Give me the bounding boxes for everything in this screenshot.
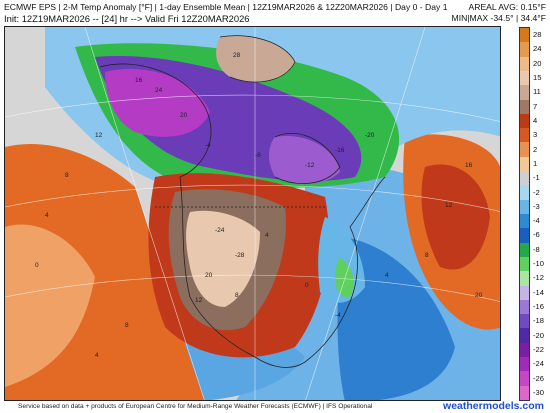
legend-swatch xyxy=(520,199,529,215)
atlantic-dark-blue-region xyxy=(337,237,455,400)
contour-label: 16 xyxy=(465,162,473,169)
legend-tick-label: -20 xyxy=(533,330,544,340)
legend-tick-label: 24 xyxy=(533,44,542,54)
us-hot-core-light xyxy=(186,210,260,307)
legend-swatch xyxy=(520,156,529,172)
contour-label: 20 xyxy=(475,292,483,299)
areal-average: AREAL AVG: 0.15°F xyxy=(468,2,546,12)
pacific-light-orange-region xyxy=(5,224,95,387)
legend-tick-label: -14 xyxy=(533,287,544,297)
min-max-readout: MIN|MAX -34.5° | 34.4°F xyxy=(451,13,546,23)
brand-logo[interactable]: weathermodels.com xyxy=(443,400,544,412)
contour-label: 4 xyxy=(385,272,389,279)
atlantic-warm-core xyxy=(421,164,490,270)
contour-label: -20 xyxy=(365,132,375,139)
legend-swatch xyxy=(520,142,529,158)
legend-tick-label: -2 xyxy=(533,187,540,197)
legend-swatch xyxy=(520,28,529,43)
legend-tick-label: -26 xyxy=(533,373,544,383)
coastlines xyxy=(99,35,386,368)
legend-tick-label: -22 xyxy=(533,344,544,354)
legend-swatch xyxy=(520,42,529,58)
legend-swatch xyxy=(520,56,529,72)
legend-swatch xyxy=(520,228,529,244)
greenland-warm-region xyxy=(216,35,295,82)
legend-swatch xyxy=(520,357,529,372)
contour-label: 28 xyxy=(233,52,241,59)
legend-tick-label: 3 xyxy=(533,130,538,140)
legend-swatch xyxy=(520,256,529,272)
contour-label: 8 xyxy=(125,322,129,329)
legend-swatch xyxy=(520,85,529,101)
data-credit: Service based on data + products of Euro… xyxy=(18,403,373,410)
legend-tick-label: 1 xyxy=(533,158,538,168)
legend-swatch xyxy=(520,185,529,201)
legend-swatch xyxy=(520,271,529,287)
legend-tick-label: -6 xyxy=(533,230,540,240)
legend-swatch xyxy=(520,128,529,143)
legend-tick-label: -16 xyxy=(533,302,544,311)
legend-tick-label: 2 xyxy=(533,144,538,154)
contour-label: -8 xyxy=(255,152,261,159)
contour-label: 12 xyxy=(195,297,203,304)
contour-label: 8 xyxy=(235,292,239,299)
map-title: ECMWF EPS | 2-M Temp Anomaly [°F] | 1-da… xyxy=(4,2,448,12)
legend-swatch xyxy=(520,113,529,129)
legend-tick-label: 7 xyxy=(533,101,538,111)
legend-tick-label: -24 xyxy=(533,359,544,369)
contour-label: 8 xyxy=(65,172,69,179)
legend-tick-label: -30 xyxy=(533,387,544,397)
contour-label: 4 xyxy=(45,212,49,219)
legend-swatch xyxy=(520,314,529,329)
contour-label: 0 xyxy=(305,282,309,289)
legend-swatch xyxy=(520,99,529,115)
map-canvas: 28 24 20 16 12 8 4 0 -4 -8 -12 -16 -20 -24 -28 20 12 8 4 0 -… xyxy=(5,27,500,400)
contour-label: 0 xyxy=(35,262,39,269)
color-scale-legend xyxy=(519,27,530,401)
legend-tick-label: 28 xyxy=(533,30,542,40)
legend-tick-label: -12 xyxy=(533,273,544,283)
legend-swatch xyxy=(520,171,529,186)
contour-label: -12 xyxy=(305,162,315,169)
legend-tick-label: -1 xyxy=(533,173,540,183)
init-valid-time: Init: 12Z19MAR2026 -- [24] hr --> Valid … xyxy=(4,13,250,24)
contour-label: -16 xyxy=(335,147,345,154)
legend-swatch xyxy=(520,70,529,86)
legend-tick-label: 20 xyxy=(533,58,542,68)
contour-label: 4 xyxy=(95,352,99,359)
legend-swatch xyxy=(520,285,529,301)
contour-label: 12 xyxy=(95,132,103,139)
legend-swatch xyxy=(520,242,529,258)
hudson-magenta-region xyxy=(269,136,340,184)
graticule xyxy=(5,27,500,400)
legend-swatch xyxy=(520,214,529,229)
contour-label: 20 xyxy=(205,272,213,279)
legend-tick-label: 15 xyxy=(533,73,542,83)
legend-swatch xyxy=(520,385,529,401)
contour-label: -28 xyxy=(235,252,245,259)
contour-label: 16 xyxy=(135,77,143,84)
legend-swatch xyxy=(520,371,529,387)
legend-tick-label: -8 xyxy=(533,244,540,254)
contour-label: 8 xyxy=(425,252,429,259)
legend-tick-label: 11 xyxy=(533,87,541,97)
legend-tick-label: 4 xyxy=(533,116,538,125)
legend-swatch xyxy=(520,299,529,315)
legend-swatch xyxy=(520,328,529,344)
contour-label: -24 xyxy=(215,227,225,234)
alaska-magenta-region xyxy=(105,68,210,137)
contour-label: 24 xyxy=(155,87,163,94)
legend-tick-label: -4 xyxy=(533,216,540,226)
contour-label: 20 xyxy=(180,112,188,119)
contour-label: -4 xyxy=(335,312,341,319)
legend-swatch xyxy=(520,342,529,358)
anomaly-map: 28 24 20 16 12 8 4 0 -4 -8 -12 -16 -20 -24 -28 20 12 8 4 0 -… xyxy=(4,26,501,401)
legend-tick-label: -3 xyxy=(533,201,540,211)
legend-tick-label: -10 xyxy=(533,259,544,269)
contour-label: -4 xyxy=(205,142,211,149)
contour-label: 4 xyxy=(265,232,269,239)
legend-tick-label: -18 xyxy=(533,316,544,326)
contour-label: 12 xyxy=(445,202,453,209)
